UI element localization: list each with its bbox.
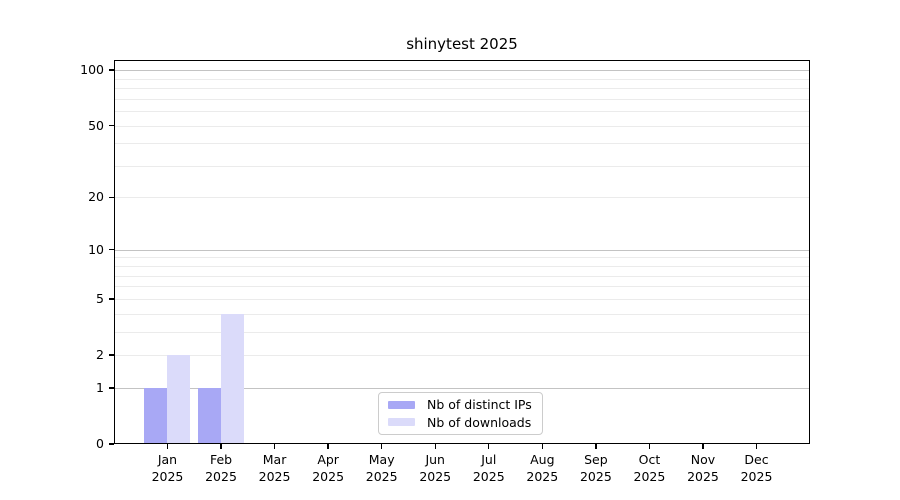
x-tick-mark xyxy=(648,444,651,449)
x-tick-mark xyxy=(166,444,169,449)
x-tick-mark xyxy=(327,444,329,449)
y-tick-label: 5 xyxy=(96,290,104,306)
chart-title: shinytest 2025 xyxy=(406,35,518,53)
x-tick-mark xyxy=(273,444,276,449)
x-tick-month: Jan xyxy=(157,452,178,467)
legend-label-distinct-ips: Nb of distinct IPs xyxy=(427,397,532,413)
x-tick-month: Jun xyxy=(425,452,445,467)
x-tick-label: Mar 2025 xyxy=(245,452,305,485)
x-tick-label: Dec 2025 xyxy=(727,452,787,485)
bar-nb-of-downloads-feb xyxy=(221,313,245,444)
minor-gridline xyxy=(114,275,810,277)
x-tick-month: May xyxy=(368,452,395,467)
x-tick-month: Mar xyxy=(262,452,287,467)
x-tick-year: 2025 xyxy=(687,468,719,484)
plot-area xyxy=(114,60,810,444)
y-tick-mark xyxy=(109,124,114,127)
x-tick-year: 2025 xyxy=(365,468,398,484)
x-tick-month: Aug xyxy=(530,452,555,467)
major-gridline xyxy=(114,70,810,72)
x-tick-year: 2025 xyxy=(633,468,666,484)
x-tick-label: Feb 2025 xyxy=(191,452,251,485)
minor-gridline xyxy=(114,286,810,288)
y-tick-mark xyxy=(109,249,114,251)
x-tick-month: Feb xyxy=(209,452,233,467)
legend-swatch-downloads xyxy=(388,418,415,427)
legend-item-downloads: Nb of downloads xyxy=(388,415,534,430)
bar-nb-of-distinct-ips-jan xyxy=(144,387,168,444)
y-tick-mark xyxy=(109,196,114,199)
x-tick-label: Oct 2025 xyxy=(619,452,679,485)
x-tick-mark xyxy=(755,444,758,449)
x-tick-mark xyxy=(595,444,597,449)
y-tick-label: 10 xyxy=(88,241,104,257)
x-tick-label: Jan 2025 xyxy=(137,452,197,485)
x-tick-month: Oct xyxy=(638,452,661,467)
y-tick-mark xyxy=(109,298,114,300)
minor-gridline xyxy=(114,125,810,127)
y-tick-mark xyxy=(109,387,114,389)
y-tick-mark xyxy=(109,443,114,445)
legend-label-downloads: Nb of downloads xyxy=(427,414,532,430)
x-tick-year: 2025 xyxy=(205,468,237,484)
legend-swatch-distinct-ips xyxy=(388,400,415,409)
x-tick-year: 2025 xyxy=(472,468,505,484)
minor-gridline xyxy=(114,98,810,100)
x-tick-year: 2025 xyxy=(579,468,612,484)
x-tick-mark xyxy=(434,444,436,449)
minor-gridline xyxy=(114,355,810,356)
x-tick-label: Jun 2025 xyxy=(405,452,465,485)
x-tick-mark xyxy=(702,444,704,449)
minor-gridline xyxy=(114,197,810,199)
x-tick-mark xyxy=(488,444,490,449)
x-tick-label: Jul 2025 xyxy=(459,452,519,485)
x-tick-label: May 2025 xyxy=(352,452,412,485)
bar-nb-of-downloads-jan xyxy=(167,355,191,444)
major-gridline xyxy=(114,387,810,389)
minor-gridline xyxy=(114,298,810,300)
y-tick-label: 0 xyxy=(96,436,104,451)
minor-gridline xyxy=(114,165,810,167)
y-tick-label: 1 xyxy=(96,379,104,395)
major-gridline xyxy=(114,249,810,251)
x-tick-year: 2025 xyxy=(740,468,773,484)
x-tick-year: 2025 xyxy=(526,468,559,484)
y-tick-label: 2 xyxy=(96,347,104,362)
plot-frame xyxy=(114,60,810,444)
x-tick-month: Jul xyxy=(481,452,497,467)
y-tick-mark xyxy=(109,69,114,71)
x-tick-mark xyxy=(380,444,383,449)
x-tick-label: Apr 2025 xyxy=(298,452,358,485)
x-tick-month: Nov xyxy=(690,452,716,467)
bar-nb-of-distinct-ips-feb xyxy=(198,387,222,444)
x-tick-mark xyxy=(541,444,544,449)
x-tick-label: Sep 2025 xyxy=(566,452,626,485)
x-tick-label: Nov 2025 xyxy=(673,452,733,485)
minor-gridline xyxy=(114,313,810,315)
x-tick-month: Dec xyxy=(744,452,769,467)
minor-gridline xyxy=(114,88,810,90)
x-tick-year: 2025 xyxy=(151,468,184,484)
y-tick-mark xyxy=(109,354,114,356)
legend: Nb of distinct IPs Nb of downloads xyxy=(378,392,543,435)
minor-gridline xyxy=(114,78,810,80)
y-tick-label: 100 xyxy=(80,62,104,78)
x-tick-year: 2025 xyxy=(258,468,291,484)
legend-item-distinct-ips: Nb of distinct IPs xyxy=(388,397,534,412)
x-tick-month: Apr xyxy=(317,452,339,467)
x-tick-month: Sep xyxy=(584,452,608,467)
minor-gridline xyxy=(114,266,810,268)
y-tick-label: 20 xyxy=(88,189,104,205)
x-tick-mark xyxy=(220,444,222,449)
minor-gridline xyxy=(114,143,810,145)
x-tick-year: 2025 xyxy=(312,468,345,484)
minor-gridline xyxy=(114,257,810,259)
x-tick-label: Aug 2025 xyxy=(512,452,572,485)
minor-gridline xyxy=(114,331,810,333)
y-tick-label: 50 xyxy=(88,117,104,133)
minor-gridline xyxy=(114,111,810,113)
x-tick-year: 2025 xyxy=(419,468,452,484)
